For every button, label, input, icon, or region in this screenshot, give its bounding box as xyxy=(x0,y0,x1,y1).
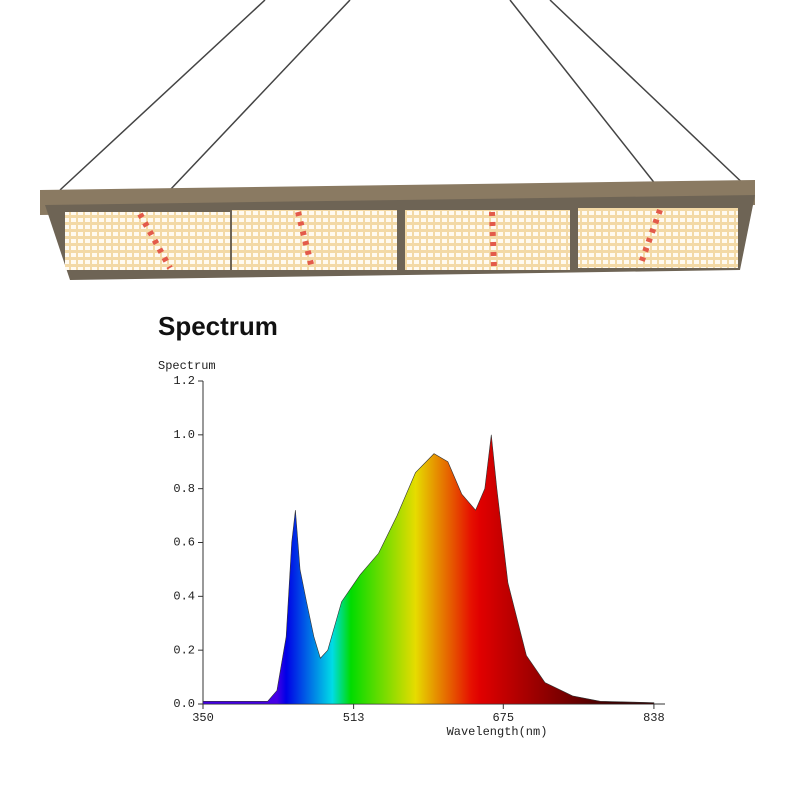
y-tick-label: 0.0 xyxy=(173,697,195,711)
x-tick-label: 513 xyxy=(343,711,365,725)
y-tick-label: 0.4 xyxy=(173,590,195,604)
y-tick-label: 1.2 xyxy=(173,374,195,388)
spectrum-area xyxy=(202,434,655,705)
y-tick-label: 0.2 xyxy=(173,643,195,657)
y-tick-label: 0.8 xyxy=(173,482,195,496)
y-tick-label: 1.0 xyxy=(173,428,195,442)
x-axis-label: Wavelength(nm) xyxy=(447,725,548,739)
x-tick-label: 838 xyxy=(643,711,665,725)
chart-title: Spectrum xyxy=(158,311,278,341)
lamp-photo xyxy=(40,0,755,280)
y-tick-label: 0.6 xyxy=(173,536,195,550)
x-tick-label: 675 xyxy=(492,711,514,725)
y-axis-label: Spectrum xyxy=(158,359,216,373)
x-tick-label: 350 xyxy=(192,711,214,725)
